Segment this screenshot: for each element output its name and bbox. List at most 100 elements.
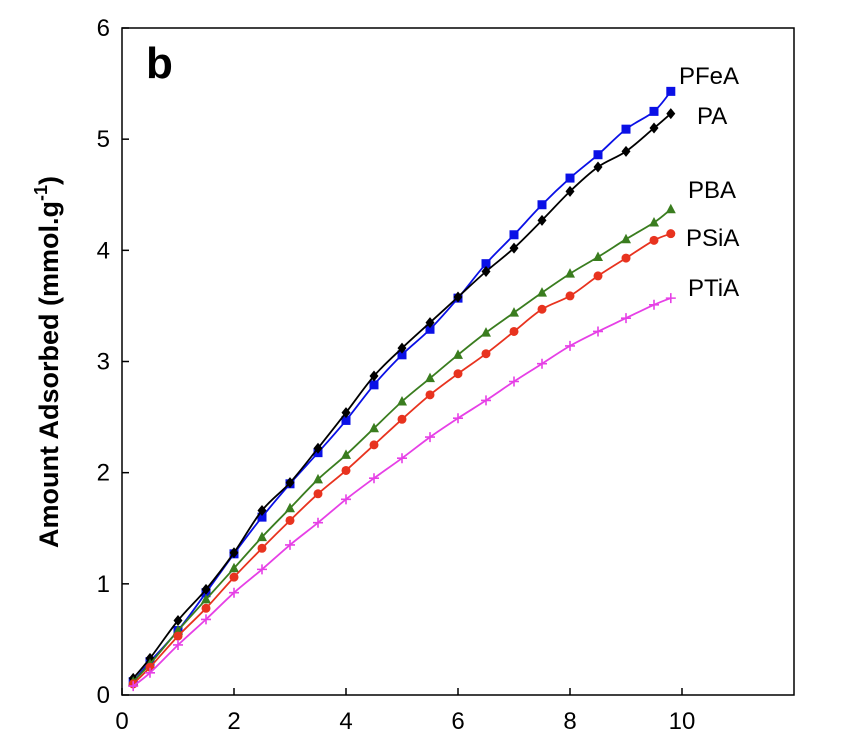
data-point-pa: [369, 370, 379, 382]
data-point-ptia: [257, 564, 267, 575]
data-point-pa: [481, 265, 491, 277]
data-point-psia: [397, 414, 407, 424]
data-point-pa: [565, 185, 575, 197]
data-point-psia: [285, 515, 295, 525]
data-point-pba: [621, 233, 631, 244]
data-point-pa: [341, 407, 351, 419]
data-point-pba: [285, 502, 295, 513]
data-point-ptia: [425, 432, 435, 443]
data-point-psia: [481, 349, 491, 359]
data-point-pba: [397, 396, 407, 406]
data-point-pa: [173, 615, 183, 627]
data-point-ptia: [128, 681, 139, 692]
x-tick-label: 0: [115, 708, 128, 735]
data-point-pba: [341, 449, 351, 459]
y-tick-label: 3: [97, 349, 110, 376]
data-point-psia: [565, 291, 575, 301]
data-point-pfea: [666, 86, 676, 96]
data-point-pa: [621, 145, 631, 157]
data-point-ptia: [593, 326, 603, 337]
data-point-pfea: [565, 173, 575, 183]
series-line-pfea: [132, 90, 672, 683]
data-point-pa: [593, 161, 603, 173]
data-point-pba: [665, 203, 676, 214]
data-point-psia: [313, 489, 323, 499]
data-point-ptia: [665, 293, 676, 304]
x-tick-label: 10: [669, 708, 696, 735]
data-point-ptia: [453, 413, 463, 424]
data-point-pba: [173, 625, 183, 635]
data-point-ptia: [341, 494, 351, 505]
x-axis: 0 2 4 6 8 10: [115, 688, 695, 735]
data-point-pba: [593, 251, 603, 262]
data-point-ptia: [285, 539, 295, 550]
y-axis-title-main: Amount Adsorbed (mmol.g: [34, 201, 64, 548]
data-point-pba: [229, 562, 239, 573]
data-point-pba: [257, 531, 267, 542]
data-point-ptia: [229, 587, 239, 598]
data-point-pfea: [537, 200, 547, 210]
x-tick-label: 6: [451, 708, 464, 735]
series-pba: [128, 203, 676, 686]
data-point-psia: [453, 369, 463, 379]
data-point-pba: [453, 349, 463, 359]
series-pfea: [128, 86, 676, 687]
data-point-ptia: [369, 473, 379, 484]
data-point-pfea: [621, 124, 631, 134]
data-point-pa: [666, 108, 676, 120]
data-point-pfea: [481, 259, 491, 269]
data-point-pa: [285, 477, 295, 489]
data-point-pfea: [257, 512, 267, 522]
data-point-ptia: [397, 453, 407, 464]
data-point-pba: [313, 473, 323, 484]
data-point-pba: [565, 268, 575, 278]
data-point-pba: [425, 372, 435, 383]
data-point-pfea: [369, 380, 379, 390]
data-point-psia: [173, 631, 183, 641]
data-point-psia: [257, 543, 267, 553]
series-label-pba: PBA: [688, 177, 736, 204]
data-point-psia: [425, 390, 435, 400]
data-point-psia: [201, 603, 211, 613]
data-point-pfea: [649, 106, 659, 116]
data-point-pfea: [397, 350, 407, 360]
data-point-psia: [649, 235, 659, 245]
data-point-psia: [341, 465, 351, 475]
data-point-ptia: [509, 376, 519, 387]
series-label-ptia: PTiA: [688, 275, 739, 302]
x-tick-label: 8: [563, 708, 576, 735]
y-axis: 0 1 2 3 4 5 6: [97, 15, 129, 709]
data-point-pfea: [425, 324, 435, 334]
data-point-ptia: [313, 517, 323, 528]
data-point-ptia: [537, 358, 547, 369]
data-point-pba: [537, 287, 547, 297]
series-pa: [128, 108, 676, 684]
data-point-ptia: [201, 614, 211, 625]
data-point-ptia: [173, 639, 183, 650]
series-ptia: [128, 293, 676, 692]
data-point-pba: [509, 307, 519, 317]
data-point-pa: [537, 214, 547, 226]
y-tick-label: 1: [97, 571, 110, 598]
data-point-pa: [201, 583, 211, 595]
y-tick-label: 5: [97, 126, 110, 153]
data-point-pba: [369, 422, 379, 433]
data-point-ptia: [649, 299, 659, 310]
x-tick-label: 4: [339, 708, 352, 735]
plot-frame: [121, 27, 795, 696]
data-point-pa: [453, 291, 463, 303]
series-label-pa: PA: [697, 103, 727, 130]
data-point-ptia: [621, 313, 631, 324]
y-tick-label: 4: [97, 237, 110, 264]
data-point-pa: [425, 317, 435, 329]
data-point-pa: [649, 122, 659, 134]
y-tick-label: 2: [97, 460, 110, 487]
data-point-pa: [257, 504, 267, 516]
y-axis-title: Amount Adsorbed (mmol.g-1): [31, 176, 64, 548]
data-point-pa: [397, 342, 407, 354]
data-point-psia: [509, 326, 519, 336]
series-layer: [128, 86, 676, 692]
y-tick-label: 6: [97, 15, 110, 42]
data-point-ptia: [145, 667, 155, 678]
